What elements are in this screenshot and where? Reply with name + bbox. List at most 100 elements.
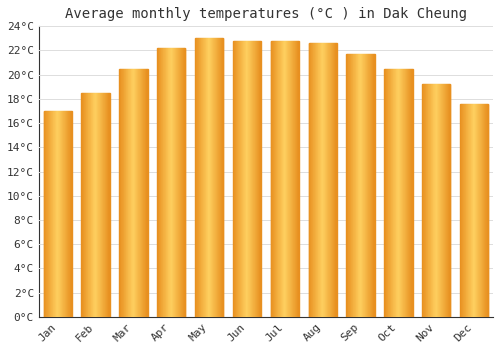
Bar [329, 43, 330, 317]
Bar [68, 111, 69, 317]
Bar [447, 84, 448, 317]
Bar [316, 43, 317, 317]
Bar [436, 84, 437, 317]
Bar [399, 69, 400, 317]
Bar [392, 69, 394, 317]
Bar [390, 69, 392, 317]
Bar [370, 54, 371, 317]
Bar [426, 84, 427, 317]
Bar [65, 111, 66, 317]
Bar [356, 54, 357, 317]
Bar [336, 43, 337, 317]
Bar [277, 41, 278, 317]
Bar [368, 54, 369, 317]
Bar [469, 104, 470, 317]
Bar [349, 54, 350, 317]
Bar [480, 104, 481, 317]
Bar [313, 43, 314, 317]
Bar [284, 41, 285, 317]
Bar [50, 111, 51, 317]
Bar [248, 41, 249, 317]
Bar [177, 48, 178, 317]
Bar [200, 38, 202, 317]
Bar [437, 84, 438, 317]
Bar [254, 41, 255, 317]
Bar [122, 69, 123, 317]
Bar [485, 104, 486, 317]
Bar [136, 69, 137, 317]
Bar [326, 43, 327, 317]
Bar [214, 38, 215, 317]
Bar [204, 38, 205, 317]
Bar [273, 41, 274, 317]
Bar [474, 104, 475, 317]
Bar [479, 104, 480, 317]
Bar [260, 41, 261, 317]
Bar [366, 54, 367, 317]
Bar [206, 38, 207, 317]
Bar [410, 69, 411, 317]
Bar [465, 104, 466, 317]
Bar [481, 104, 482, 317]
Bar [335, 43, 336, 317]
Bar [328, 43, 329, 317]
Bar [166, 48, 167, 317]
Bar [197, 38, 198, 317]
Bar [346, 54, 347, 317]
Bar [67, 111, 68, 317]
Bar [169, 48, 170, 317]
Bar [96, 93, 97, 317]
Bar [184, 48, 185, 317]
Bar [205, 38, 206, 317]
Bar [182, 48, 184, 317]
Bar [468, 104, 469, 317]
Bar [56, 111, 57, 317]
Bar [362, 54, 364, 317]
Bar [220, 38, 221, 317]
Bar [428, 84, 429, 317]
Bar [312, 43, 313, 317]
Bar [423, 84, 424, 317]
Bar [317, 43, 318, 317]
Bar [255, 41, 256, 317]
Bar [162, 48, 163, 317]
Bar [129, 69, 130, 317]
Bar [120, 69, 122, 317]
Bar [406, 69, 407, 317]
Title: Average monthly temperatures (°C ) in Dak Cheung: Average monthly temperatures (°C ) in Da… [65, 7, 467, 21]
Bar [444, 84, 445, 317]
Bar [53, 111, 54, 317]
Bar [139, 69, 140, 317]
Bar [296, 41, 297, 317]
Bar [109, 93, 110, 317]
Bar [126, 69, 127, 317]
Bar [86, 93, 87, 317]
Bar [482, 104, 484, 317]
Bar [218, 38, 219, 317]
Bar [134, 69, 135, 317]
Bar [119, 69, 120, 317]
Bar [395, 69, 396, 317]
Bar [100, 93, 102, 317]
Bar [442, 84, 444, 317]
Bar [167, 48, 168, 317]
Bar [275, 41, 276, 317]
Bar [52, 111, 53, 317]
Bar [48, 111, 49, 317]
Bar [404, 69, 405, 317]
Bar [408, 69, 409, 317]
Bar [364, 54, 365, 317]
Bar [314, 43, 315, 317]
Bar [278, 41, 279, 317]
Bar [70, 111, 71, 317]
Bar [256, 41, 257, 317]
Bar [385, 69, 386, 317]
Bar [484, 104, 485, 317]
Bar [259, 41, 260, 317]
Bar [123, 69, 124, 317]
Bar [58, 111, 59, 317]
Bar [172, 48, 174, 317]
Bar [440, 84, 441, 317]
Bar [422, 84, 423, 317]
Bar [92, 93, 94, 317]
